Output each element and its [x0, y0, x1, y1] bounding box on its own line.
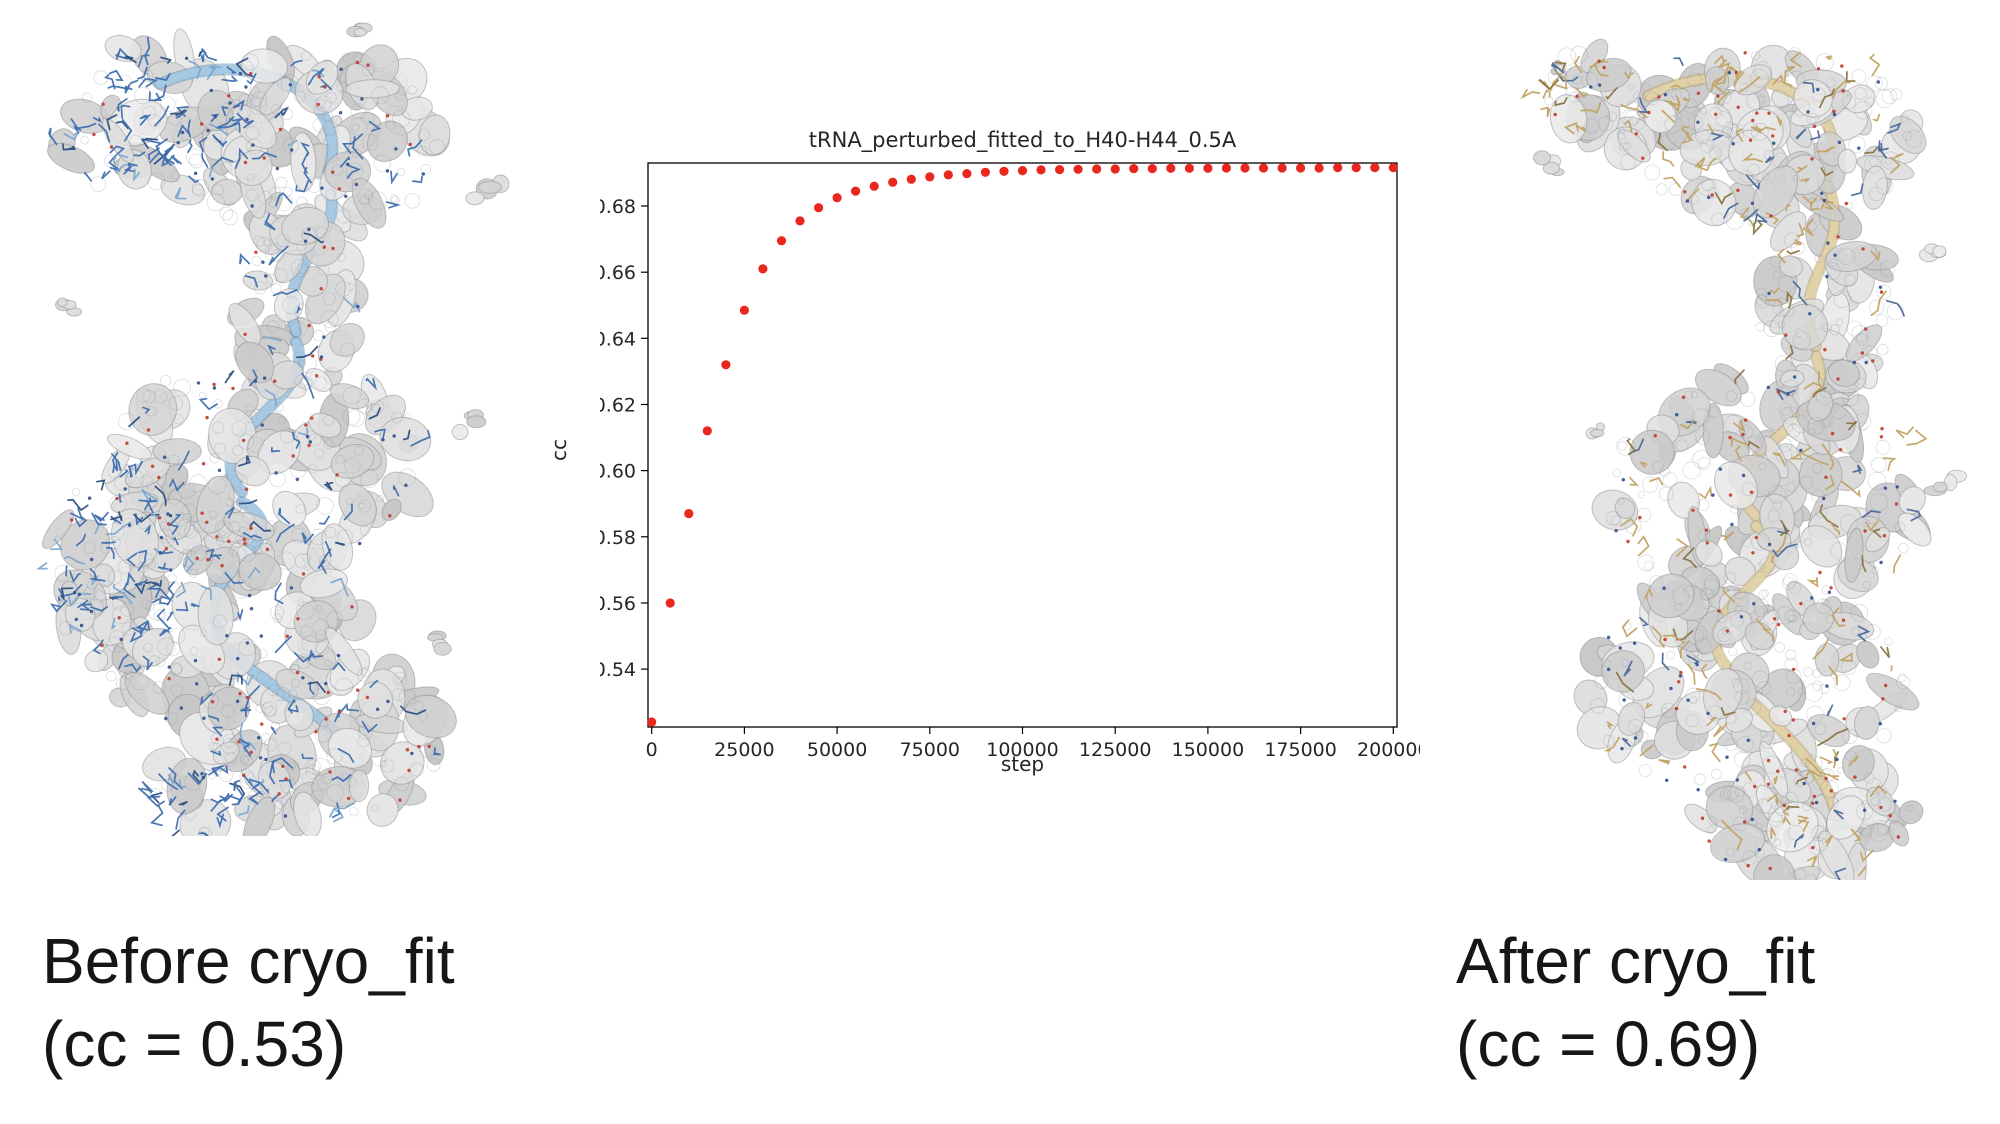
x-axis-label: step [1000, 752, 1045, 776]
svg-text:0.66: 0.66 [600, 262, 636, 284]
y-axis-label: cc [547, 439, 571, 461]
after-caption-line2: (cc = 0.69) [1456, 1008, 1761, 1081]
before-molecule-image [36, 22, 510, 836]
svg-text:50000: 50000 [807, 739, 867, 761]
after-caption: After cryo_fit (cc = 0.69) [1456, 920, 1815, 1086]
before-caption: Before cryo_fit (cc = 0.53) [42, 920, 455, 1086]
before-caption-line2: (cc = 0.53) [42, 1008, 347, 1081]
svg-text:200000: 200000 [1357, 739, 1420, 761]
cc-vs-step-plot: 0 25000 50000 75000 100000 125000 150000 175000… [600, 162, 1420, 761]
after-caption-line1: After cryo_fit [1456, 925, 1816, 997]
svg-text:150000: 150000 [1172, 739, 1245, 761]
svg-text:0.64: 0.64 [600, 328, 636, 350]
svg-text:0.62: 0.62 [600, 395, 636, 417]
svg-text:100000: 100000 [986, 739, 1059, 761]
svg-text:0.68: 0.68 [600, 196, 636, 218]
svg-text:175000: 175000 [1264, 739, 1337, 761]
svg-text:0.54: 0.54 [600, 659, 636, 681]
svg-text:0: 0 [646, 739, 658, 761]
svg-text:0.58: 0.58 [600, 527, 636, 549]
svg-text:25000: 25000 [714, 739, 774, 761]
after-molecule-image [1520, 38, 1968, 880]
svg-text:0.56: 0.56 [600, 593, 636, 615]
chart-title: tRNA_perturbed_fitted_to_H40-H44_0.5A [808, 128, 1237, 152]
before-caption-line1: Before cryo_fit [42, 925, 455, 997]
svg-text:125000: 125000 [1079, 739, 1152, 761]
svg-text:0.60: 0.60 [600, 461, 636, 483]
svg-text:75000: 75000 [900, 739, 960, 761]
